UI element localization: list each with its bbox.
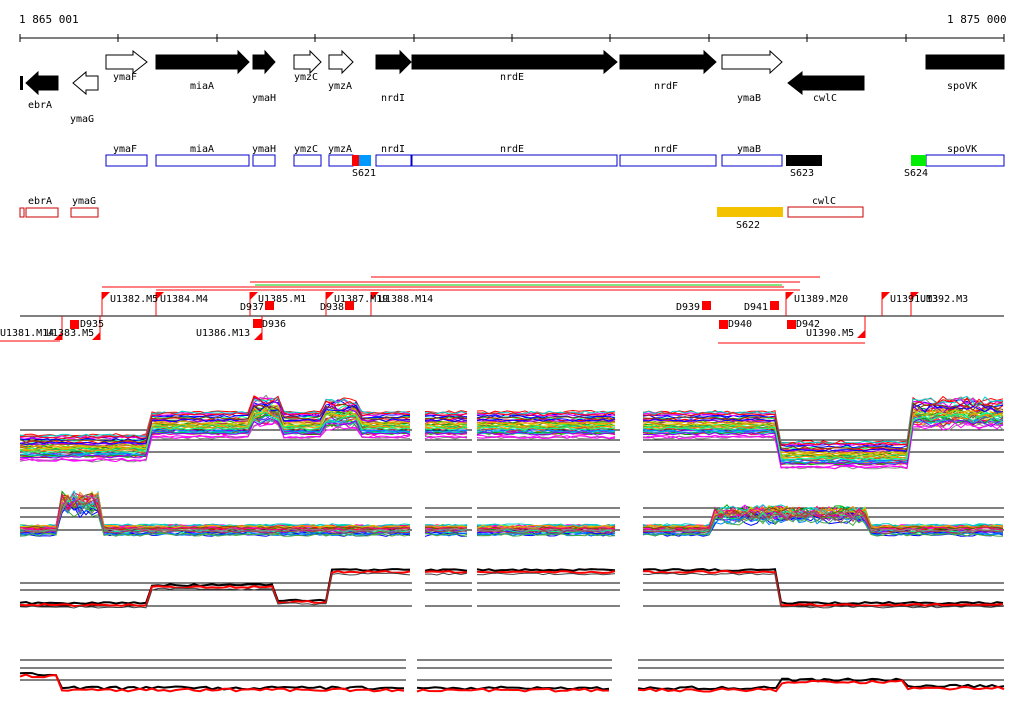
signal-block-black[interactable] — [786, 155, 822, 166]
annotation-labels-plus: ymaF miaA ymaH ymzC ymzA nrdI nrdE nrdF … — [113, 144, 977, 155]
annotation-box-ymaF[interactable] — [105, 154, 148, 167]
upshift-label-7: U1392.M3 — [920, 294, 968, 305]
annotation-label-nrdF: nrdF — [654, 144, 678, 155]
downshift-label-1: U1383.M5 — [46, 328, 94, 339]
signal-label-s623: S623 — [790, 168, 814, 179]
gene-arrow-nrdE[interactable] — [411, 49, 618, 75]
annotation-label-ymaH: ymaH — [252, 144, 276, 155]
gene-label-ymaB: ymaB — [737, 93, 761, 104]
annotation-label-cwlC: cwlC — [812, 196, 836, 207]
gene-arrow-ebrA[interactable] — [25, 70, 59, 96]
d-marker-label-d941: D941 — [744, 302, 768, 313]
annotation-label-nrdI: nrdI — [381, 144, 405, 155]
annotation-label-ymzC: ymzC — [294, 144, 318, 155]
annotation-box-ymaB[interactable] — [721, 154, 783, 167]
d-marker-label-d936: D936 — [262, 319, 286, 330]
ruler-start-label: 1 865 001 — [19, 13, 79, 26]
signal-block-yellow[interactable] — [717, 207, 783, 217]
signal-label-s621: S621 — [352, 168, 376, 179]
gene-label-ymzC: ymzC — [294, 72, 318, 83]
gene-arrow-ymaF[interactable] — [105, 49, 148, 75]
gene-arrow-ymaB[interactable] — [721, 49, 783, 75]
signal-blocks: S621 S623 S624 S622 — [352, 155, 928, 231]
signal-label-s622: S622 — [736, 220, 760, 231]
d-marker-label-d937: D937 — [240, 302, 264, 313]
gene-arrow-miaA[interactable] — [155, 49, 250, 75]
upshift-label-2: U1385.M1 — [258, 294, 306, 305]
annotation-box-ymzA[interactable] — [328, 154, 354, 167]
ruler-end-label: 1 875 000 — [947, 13, 1007, 26]
gene-label-ymaF: ymaF — [113, 72, 137, 83]
gene-arrow-nrdI[interactable] — [375, 49, 412, 75]
gene-label-ymaH: ymaH — [252, 93, 276, 104]
gene-label-ymzA: ymzA — [328, 81, 352, 92]
upshift-label-5: U1389.M20 — [794, 294, 848, 305]
annotation-box-spoVK[interactable] — [925, 154, 1005, 167]
annotation-label-spoVK: spoVK — [947, 144, 977, 155]
signal-block-red[interactable] — [352, 155, 359, 166]
gene-track-minus: ebrA ymaG cwlC — [20, 70, 865, 125]
annotation-label-ymaB: ymaB — [737, 144, 761, 155]
signal-block-green[interactable] — [911, 155, 926, 166]
coordinate-ruler: 1 865 001 1 875 000 — [19, 13, 1007, 42]
annotation-labels-minus: ebrA ymaG cwlC — [28, 196, 836, 207]
gene-label-spoVK: spoVK — [947, 81, 977, 92]
annotation-box-ebrA[interactable] — [25, 207, 59, 218]
gene-label-miaA: miaA — [190, 81, 214, 92]
upshift-label-4: U1388.M14 — [379, 294, 433, 305]
transcript-track: U1382.M5 U1384.M4 U1385.M1 U1387.M19 U13… — [0, 276, 1004, 344]
annotation-box-ymaG[interactable] — [70, 207, 99, 218]
gene-arrow-ymaG[interactable] — [72, 70, 99, 96]
annotation-box-ymaH[interactable] — [252, 154, 276, 167]
gene-label-ymaG: ymaG — [70, 114, 94, 125]
annotation-box-nrdE[interactable] — [411, 154, 618, 167]
annotation-track-plus — [105, 154, 1005, 167]
d-marker-label-d939: D939 — [676, 302, 700, 313]
downshift-label-2: U1386.M13 — [196, 328, 250, 339]
gene-arrow-nrdF[interactable] — [619, 49, 717, 75]
annotation-label-nrdE: nrdE — [500, 144, 524, 155]
signal-block-blue[interactable] — [359, 155, 371, 166]
upshift-label-1: U1384.M4 — [160, 294, 208, 305]
annotation-box-ymzC[interactable] — [293, 154, 322, 167]
d-marker-label-d935: D935 — [80, 319, 104, 330]
upshift-label-6: U1391.M3 — [890, 294, 938, 305]
gene-label-ebrA: ebrA — [28, 100, 52, 111]
gene-label-nrdE: nrdE — [500, 72, 524, 83]
annotation-track-minus — [19, 206, 864, 218]
signal-label-s624: S624 — [904, 168, 928, 179]
upshift-label-3: U1387.M19 — [334, 294, 388, 305]
annotation-label-ymzA: ymzA — [328, 144, 352, 155]
gene-arrow-spoVK[interactable] — [925, 54, 1005, 70]
annotation-label-miaA: miaA — [190, 144, 214, 155]
upshift-label-0: U1382.M5 — [110, 294, 158, 305]
gene-arrow-ymaH[interactable] — [252, 49, 276, 75]
gene-track-plus: ymaF miaA ymaH ymzC ymzA nrdI nrdE nrdF … — [105, 49, 1005, 104]
expression-panels — [19, 394, 1005, 693]
annotation-box-nrdF[interactable] — [619, 154, 717, 167]
downshift-label-0: U1381.M14 — [0, 328, 54, 339]
gene-label-nrdI: nrdI — [381, 93, 405, 104]
gene-label-cwlC: cwlC — [813, 93, 837, 104]
annotation-box-nrdI[interactable] — [375, 154, 412, 167]
gene-label-nrdF: nrdF — [654, 81, 678, 92]
annotation-box-miaA[interactable] — [155, 154, 250, 167]
gene-arrow-ymzA[interactable] — [328, 49, 354, 75]
annotation-box-cwlC[interactable] — [787, 206, 864, 218]
annotation-label-ymaF: ymaF — [113, 144, 137, 155]
gene-arrow-ymzC[interactable] — [293, 49, 322, 75]
annotation-label-ebrA: ebrA — [28, 196, 52, 207]
d-marker-label-d938: D938 — [320, 302, 344, 313]
gene-arrow-cwlC[interactable] — [787, 70, 865, 96]
d-marker-label-d940: D940 — [728, 319, 752, 330]
annotation-label-ymaG: ymaG — [72, 196, 96, 207]
d-marker-label-d942: D942 — [796, 319, 820, 330]
annotation-box-ebrA-start[interactable] — [19, 207, 25, 218]
downshift-label-3: U1390.M5 — [806, 328, 854, 339]
